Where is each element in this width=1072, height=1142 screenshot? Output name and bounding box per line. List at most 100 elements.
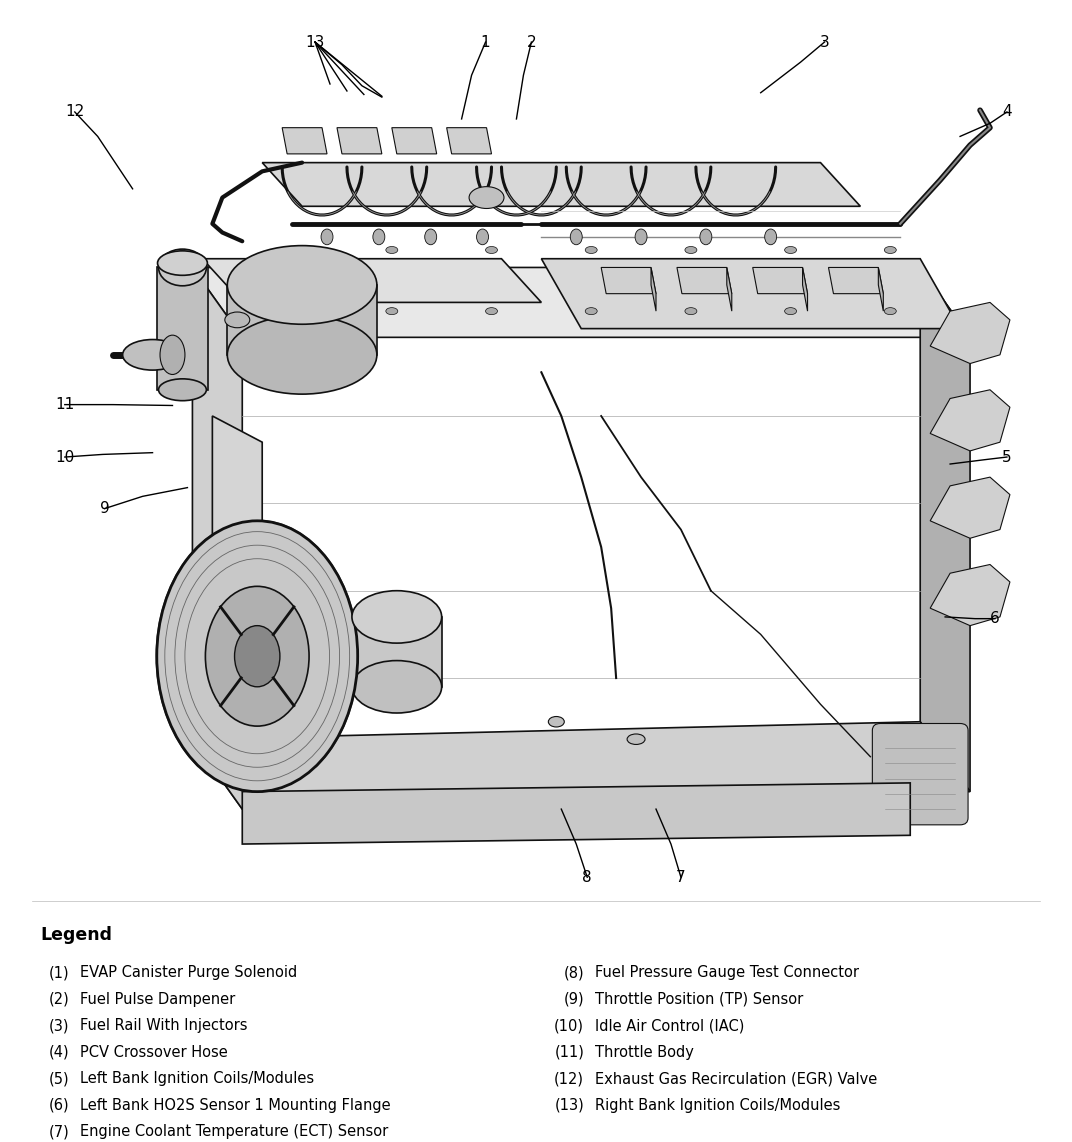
Text: Left Bank Ignition Coils/Modules: Left Bank Ignition Coils/Modules	[80, 1071, 314, 1086]
Text: Legend: Legend	[41, 926, 113, 944]
Ellipse shape	[159, 249, 207, 286]
Ellipse shape	[159, 379, 207, 401]
Text: Idle Air Control (IAC): Idle Air Control (IAC)	[595, 1019, 744, 1034]
Ellipse shape	[227, 246, 377, 324]
Text: 13: 13	[306, 34, 325, 49]
Text: 5: 5	[1002, 450, 1012, 465]
Polygon shape	[676, 267, 732, 293]
Ellipse shape	[486, 307, 497, 315]
Ellipse shape	[425, 230, 436, 244]
Text: 4: 4	[1002, 104, 1012, 120]
Text: 7: 7	[676, 870, 686, 885]
Polygon shape	[753, 267, 807, 293]
Ellipse shape	[785, 307, 796, 315]
Ellipse shape	[585, 247, 597, 254]
Ellipse shape	[884, 247, 896, 254]
Text: 2: 2	[526, 34, 536, 49]
Text: Right Bank Ignition Coils/Modules: Right Bank Ignition Coils/Modules	[595, 1097, 840, 1112]
Polygon shape	[193, 267, 242, 809]
Ellipse shape	[477, 230, 489, 244]
Ellipse shape	[764, 230, 776, 244]
Polygon shape	[727, 267, 732, 311]
Text: Fuel Rail With Injectors: Fuel Rail With Injectors	[80, 1019, 248, 1034]
Polygon shape	[263, 162, 861, 207]
Ellipse shape	[685, 247, 697, 254]
Text: Fuel Pressure Gauge Test Connector: Fuel Pressure Gauge Test Connector	[595, 965, 859, 980]
Polygon shape	[352, 617, 442, 686]
Ellipse shape	[235, 626, 280, 686]
Text: 3: 3	[820, 34, 830, 49]
Polygon shape	[541, 259, 961, 329]
Text: Left Bank HO2S Sensor 1 Mounting Flange: Left Bank HO2S Sensor 1 Mounting Flange	[80, 1097, 391, 1112]
Polygon shape	[930, 564, 1010, 626]
Polygon shape	[601, 267, 656, 293]
Text: (8): (8)	[564, 965, 584, 980]
Ellipse shape	[225, 312, 250, 328]
Polygon shape	[930, 477, 1010, 538]
Text: EVAP Canister Purge Solenoid: EVAP Canister Purge Solenoid	[80, 965, 298, 980]
Polygon shape	[829, 267, 883, 293]
Ellipse shape	[386, 307, 398, 315]
Ellipse shape	[373, 230, 385, 244]
Ellipse shape	[160, 335, 185, 375]
Polygon shape	[193, 722, 970, 809]
Ellipse shape	[352, 590, 442, 643]
Text: Engine Coolant Temperature (ECT) Sensor: Engine Coolant Temperature (ECT) Sensor	[80, 1125, 389, 1140]
Text: 12: 12	[65, 104, 85, 120]
Text: 11: 11	[55, 397, 74, 412]
Text: (7): (7)	[49, 1125, 70, 1140]
Ellipse shape	[386, 247, 398, 254]
Text: Throttle Position (TP) Sensor: Throttle Position (TP) Sensor	[595, 991, 803, 1007]
Text: Throttle Body: Throttle Body	[595, 1045, 694, 1060]
Text: (12): (12)	[554, 1071, 584, 1086]
Text: 1: 1	[480, 34, 490, 49]
Text: (1): (1)	[49, 965, 70, 980]
Polygon shape	[203, 259, 541, 303]
Text: (10): (10)	[554, 1019, 584, 1034]
Polygon shape	[392, 128, 436, 154]
Ellipse shape	[122, 339, 182, 370]
Polygon shape	[193, 267, 970, 337]
Polygon shape	[282, 128, 327, 154]
Ellipse shape	[206, 586, 309, 726]
Text: 6: 6	[991, 611, 1000, 626]
Text: 9: 9	[100, 501, 109, 516]
Ellipse shape	[158, 251, 207, 275]
Polygon shape	[920, 267, 970, 791]
Text: Fuel Pulse Dampener: Fuel Pulse Dampener	[80, 991, 236, 1007]
Polygon shape	[212, 416, 263, 590]
Polygon shape	[930, 303, 1010, 363]
Ellipse shape	[627, 734, 645, 745]
Ellipse shape	[570, 230, 582, 244]
Polygon shape	[227, 284, 377, 355]
Text: 8: 8	[582, 870, 592, 885]
Text: (9): (9)	[564, 991, 584, 1007]
Text: Exhaust Gas Recirculation (EGR) Valve: Exhaust Gas Recirculation (EGR) Valve	[595, 1071, 877, 1086]
Ellipse shape	[470, 186, 504, 209]
Ellipse shape	[352, 660, 442, 713]
Text: (13): (13)	[554, 1097, 584, 1112]
Ellipse shape	[549, 716, 564, 727]
Text: PCV Crossover Hose: PCV Crossover Hose	[80, 1045, 228, 1060]
Ellipse shape	[286, 307, 298, 315]
Polygon shape	[878, 267, 883, 311]
Polygon shape	[242, 783, 910, 844]
Text: (3): (3)	[49, 1019, 70, 1034]
Text: (4): (4)	[49, 1045, 70, 1060]
Ellipse shape	[635, 230, 647, 244]
Ellipse shape	[700, 230, 712, 244]
Text: (5): (5)	[49, 1071, 70, 1086]
Ellipse shape	[685, 307, 697, 315]
Polygon shape	[157, 267, 208, 389]
Ellipse shape	[585, 307, 597, 315]
Ellipse shape	[286, 247, 298, 254]
Polygon shape	[930, 389, 1010, 451]
Polygon shape	[447, 128, 491, 154]
Ellipse shape	[785, 247, 796, 254]
Text: 10: 10	[55, 450, 74, 465]
Ellipse shape	[884, 307, 896, 315]
FancyBboxPatch shape	[873, 724, 968, 825]
Ellipse shape	[227, 315, 377, 394]
Text: (2): (2)	[49, 991, 70, 1007]
Polygon shape	[803, 267, 807, 311]
